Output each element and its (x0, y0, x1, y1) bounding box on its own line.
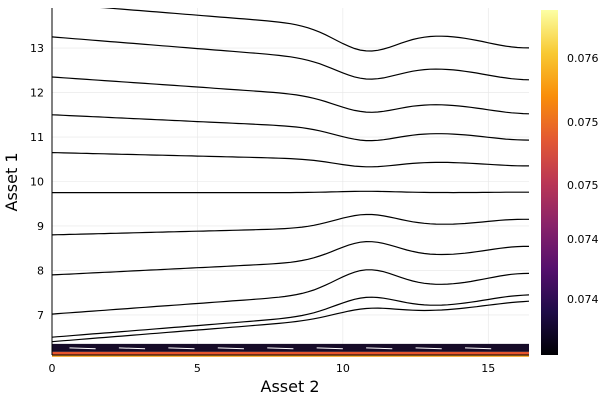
contour-line (52, 213, 529, 236)
dense-band-dark (52, 343, 529, 352)
colorbar (541, 10, 558, 355)
x-tick-label: 5 (194, 362, 201, 375)
colorbar-tick-label: 0.075 (567, 179, 599, 192)
contour-line (52, 152, 529, 168)
y-tick-label: 13 (30, 42, 44, 55)
contour-line (52, 294, 529, 338)
y-tick-label: 10 (30, 176, 44, 189)
y-tick-label: 9 (37, 220, 44, 233)
y-tick-labels: 7 8 9 10 11 12 13 (30, 42, 44, 322)
colorbar-tick-labels: 0.076 0.075 0.075 0.074 0.074 (567, 52, 599, 306)
dense-band-highlight (415, 347, 442, 350)
dense-band-yellow (52, 354, 529, 357)
colorbar-tick-label: 0.074 (567, 293, 599, 306)
colorbar-tick-label: 0.074 (567, 233, 599, 246)
contour-line (52, 76, 529, 115)
contour-line (52, 36, 529, 81)
dense-contour-band (52, 343, 529, 357)
y-tick-label: 11 (30, 131, 44, 144)
colorbar-tick-label: 0.075 (567, 116, 599, 129)
x-axis-title: Asset 2 (261, 377, 320, 396)
dense-band-highlight (316, 347, 343, 350)
y-tick-label: 8 (37, 264, 44, 277)
dense-band-highlight (217, 347, 244, 350)
dense-band-highlight (168, 347, 195, 350)
x-tick-label: 0 (49, 362, 56, 375)
y-tick-label: 7 (37, 309, 44, 322)
grid-lines (51, 8, 529, 355)
dense-band-highlight (118, 347, 146, 350)
contour-line (52, 269, 529, 315)
y-axis-title: Asset 1 (2, 153, 21, 212)
x-tick-labels: 0 5 10 15 (49, 362, 496, 375)
dense-band-highlight (464, 347, 492, 350)
contour-line (52, 190, 529, 194)
contour-line (52, 240, 529, 276)
dense-band-highlight (69, 347, 96, 350)
dense-band-highlight (267, 347, 294, 350)
contour-lines (52, 8, 529, 343)
dense-band-highlight (366, 347, 393, 350)
y-tick-label: 12 (30, 87, 44, 100)
x-tick-label: 10 (336, 362, 350, 375)
colorbar-tick-label: 0.076 (567, 52, 599, 65)
x-tick-label: 15 (481, 362, 495, 375)
contour-line (99, 8, 529, 52)
dense-band-orange (52, 351, 529, 355)
contour-line (52, 114, 529, 142)
contour-line (52, 300, 529, 343)
